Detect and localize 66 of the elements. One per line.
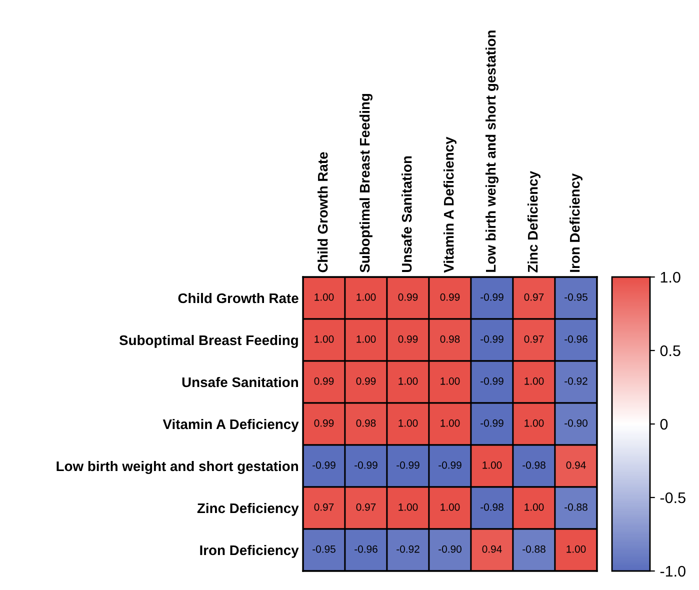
data-label: 0.99 — [398, 293, 418, 301]
data-label: -0.96 — [354, 545, 378, 553]
color-bar-label: -0.5 — [660, 492, 686, 504]
x-tick-label: Unsafe Sanitation — [402, 156, 412, 272]
data-label: -0.90 — [438, 545, 462, 553]
data-label: 1.00 — [482, 461, 502, 469]
data-label: 0.99 — [356, 377, 376, 385]
data-label: 0.97 — [524, 293, 544, 301]
color-bar-label: 0.5 — [660, 345, 680, 356]
data-label: 0.99 — [314, 419, 334, 427]
data-label: 0.98 — [356, 419, 376, 427]
color-bar-label: 1.0 — [660, 272, 680, 283]
data-label: 1.00 — [524, 377, 544, 385]
data-label: -0.99 — [480, 377, 504, 385]
color-bar-label: 0 — [660, 418, 668, 430]
data-label: -0.99 — [354, 461, 378, 469]
data-label: 1.00 — [398, 377, 418, 385]
data-label: -0.90 — [564, 419, 588, 427]
y-tick-label: Child Growth Rate — [178, 292, 298, 304]
data-label: 1.00 — [314, 335, 334, 343]
data-label: -0.99 — [480, 419, 504, 427]
color-bar-label: -1.0 — [660, 566, 686, 577]
data-label: -0.88 — [564, 503, 588, 511]
data-label: 0.94 — [482, 545, 502, 553]
data-label: -0.95 — [312, 545, 336, 553]
x-tick-label: Vitamin A Deficiency — [444, 136, 456, 273]
data-label: 1.00 — [566, 545, 586, 553]
data-label: 0.94 — [566, 461, 586, 469]
data-label: 0.97 — [524, 335, 544, 343]
data-label: 0.97 — [314, 503, 334, 511]
data-label: -0.92 — [396, 545, 420, 553]
data-label: 1.00 — [440, 419, 460, 427]
data-label: -0.95 — [564, 293, 588, 301]
data-label: 1.00 — [524, 503, 544, 511]
y-tick-label: Iron Deficiency — [200, 544, 299, 558]
data-label: 0.99 — [398, 335, 418, 343]
y-tick-label: Zinc Deficiency — [197, 502, 299, 516]
data-label: 1.00 — [524, 419, 544, 427]
x-tick-label: Low birth weight and short gestation — [485, 30, 499, 272]
data-label: 0.99 — [314, 377, 334, 385]
x-tick-label: Zinc Deficiency — [528, 171, 540, 272]
data-label: -0.99 — [438, 461, 462, 469]
data-label: 0.99 — [440, 293, 460, 301]
data-label: 1.00 — [440, 377, 460, 385]
data-label: -0.88 — [522, 545, 546, 553]
data-label: -0.99 — [480, 293, 504, 301]
data-label: 1.00 — [356, 335, 376, 343]
data-label: 1.00 — [314, 293, 334, 301]
data-label: 1.00 — [398, 503, 418, 511]
data-label: -0.92 — [564, 377, 588, 385]
data-label: -0.99 — [396, 461, 420, 469]
y-tick-label: Vitamin A Deficiency — [162, 418, 299, 432]
data-label: -0.98 — [522, 461, 546, 469]
y-tick-label: Unsafe Sanitation — [182, 376, 298, 388]
data-label: 1.00 — [398, 419, 418, 427]
data-label: 1.00 — [356, 293, 376, 301]
data-label: -0.96 — [564, 335, 588, 343]
y-tick-label: Suboptimal Breast Feeding — [119, 334, 298, 348]
data-label: -0.99 — [480, 335, 504, 343]
data-label: 0.97 — [356, 503, 376, 511]
x-tick-label: Iron Deficiency — [570, 173, 582, 272]
data-label: -0.99 — [312, 461, 336, 469]
data-label: 0.98 — [440, 335, 460, 343]
data-label: -0.98 — [480, 503, 504, 511]
y-tick-label: Low birth weight and short gestation — [56, 460, 298, 474]
data-label: 1.00 — [440, 503, 460, 511]
